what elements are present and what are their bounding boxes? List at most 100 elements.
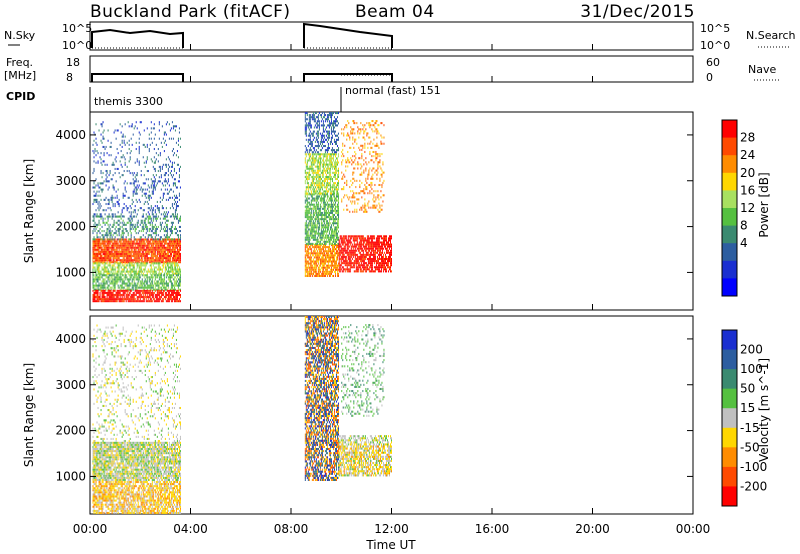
range-cell	[158, 180, 160, 183]
range-cell	[99, 202, 101, 206]
range-cell	[122, 298, 124, 301]
range-cell	[335, 161, 337, 164]
range-cell	[99, 246, 101, 249]
range-cell	[148, 280, 150, 283]
range-cell	[115, 232, 117, 235]
range-cell	[108, 180, 110, 183]
range-cell	[104, 262, 106, 265]
range-cell	[315, 207, 317, 210]
range-cell	[96, 248, 98, 251]
range-cell	[147, 238, 149, 241]
range-cell	[139, 282, 141, 285]
range-cell	[316, 272, 318, 275]
range-cell	[97, 272, 99, 275]
range-cell	[319, 209, 321, 212]
range-cell	[153, 280, 155, 283]
range-cell	[162, 184, 164, 187]
range-cell	[147, 246, 149, 249]
range-cell	[149, 282, 151, 285]
range-cell	[132, 240, 134, 243]
range-cell	[129, 172, 131, 175]
range-cell	[158, 250, 160, 253]
range-cell	[138, 252, 140, 255]
range-cell	[331, 186, 333, 189]
range-cell	[169, 274, 171, 277]
range-cell	[143, 274, 145, 277]
range-cell	[116, 248, 118, 251]
range-cell	[157, 274, 159, 277]
range-cell	[324, 192, 326, 195]
range-cell	[314, 244, 316, 247]
range-cell	[320, 226, 322, 229]
range-cell	[332, 258, 334, 261]
range-cell	[150, 298, 152, 301]
range-cell	[312, 190, 314, 193]
range-cell	[98, 261, 100, 264]
range-cell	[170, 242, 172, 245]
range-cell	[322, 190, 324, 193]
range-cell	[92, 289, 94, 292]
range-cell	[101, 274, 103, 277]
range-cell	[96, 198, 98, 201]
range-cell	[322, 244, 324, 247]
range-cell	[157, 262, 159, 265]
range-cell	[163, 284, 165, 287]
range-cell	[150, 184, 152, 187]
range-cell	[146, 276, 148, 279]
range-cell	[121, 209, 123, 212]
range-cell	[97, 268, 99, 271]
range-cell	[129, 255, 131, 258]
range-cell	[104, 147, 106, 151]
range-cell	[311, 178, 313, 181]
range-cell	[307, 171, 309, 174]
range-cell	[305, 238, 307, 241]
range-cell	[323, 153, 325, 156]
range-cell	[330, 218, 332, 221]
range-cell	[150, 282, 152, 285]
range-cell	[145, 196, 147, 199]
range-cell	[97, 270, 99, 273]
range-cell	[125, 276, 127, 279]
range-cell	[121, 284, 123, 287]
range-cell	[175, 244, 177, 247]
range-cell	[94, 280, 96, 283]
range-cell	[334, 252, 336, 255]
range-cell	[124, 242, 126, 245]
range-cell	[118, 198, 120, 201]
range-cell	[158, 121, 160, 124]
range-cell	[149, 217, 151, 220]
range-cell	[104, 255, 106, 258]
range-cell	[98, 274, 100, 277]
range-cell	[115, 240, 117, 243]
range-cell	[312, 209, 314, 212]
range-cell	[123, 289, 125, 292]
range-cell	[160, 300, 162, 303]
range-cell	[163, 238, 165, 241]
range-cell	[171, 221, 173, 224]
range-cell	[167, 264, 169, 267]
range-cell	[97, 298, 99, 301]
range-cell	[123, 282, 125, 285]
range-cell	[130, 257, 132, 260]
range-cell	[332, 192, 334, 195]
range-cell	[143, 242, 145, 245]
range-cell	[107, 139, 109, 142]
range-cell	[178, 176, 180, 179]
range-cell	[159, 246, 161, 249]
range-cell	[321, 248, 323, 251]
range-cell	[174, 211, 176, 214]
range-cell	[131, 143, 133, 146]
range-cell	[123, 244, 125, 247]
range-cell	[337, 216, 339, 219]
range-cell	[160, 289, 162, 292]
range-cell	[154, 276, 156, 279]
range-cell	[311, 246, 313, 249]
range-cell	[318, 165, 320, 168]
range-cell	[308, 262, 310, 265]
range-cell	[155, 215, 157, 218]
range-cell	[131, 255, 133, 258]
range-cell	[98, 282, 100, 285]
range-cell	[106, 293, 108, 297]
range-cell	[164, 213, 166, 216]
range-cell	[110, 293, 112, 297]
